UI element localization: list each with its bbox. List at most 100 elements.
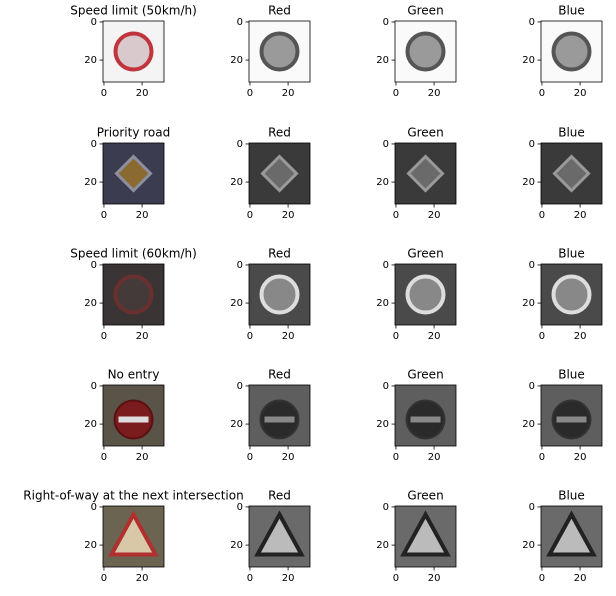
y-tick-label: 0 [383,260,389,271]
subplot-title: Blue [558,368,585,382]
subplot-title: Blue [558,247,585,261]
x-tick-label: 0 [393,210,399,221]
x-tick-label: 20 [574,452,587,463]
x-tick-label: 20 [574,210,587,221]
y-tick-label: 0 [237,260,243,271]
image-sign-bar [264,416,295,423]
axes-frame [102,142,165,205]
x-tick-label: 20 [136,331,149,342]
x-tick-label: 0 [247,88,253,99]
y-tick-label: 0 [237,17,243,28]
x-tick-label: 0 [393,88,399,99]
y-tick-label: 20 [230,298,243,309]
y-tick-label: 0 [383,381,389,392]
axes-frame [394,263,457,326]
y-tick-label: 20 [376,540,389,551]
subplot-title: Red [268,126,291,140]
subplot-title: Green [407,247,443,261]
subplot-title: Priority road [97,126,171,140]
x-tick-label: 0 [101,210,107,221]
y-tick-label: 20 [230,419,243,430]
y-tick-label: 20 [84,298,97,309]
y-tick-label: 0 [91,260,97,271]
image-sign [113,31,154,72]
x-tick-label: 20 [136,210,149,221]
x-tick-label: 20 [282,331,295,342]
axes-frame [540,263,603,326]
image-sign [551,31,592,72]
image-sign [259,31,300,72]
y-tick-label: 0 [383,139,389,150]
x-tick-label: 0 [101,573,107,584]
subplot-title: Red [268,4,291,18]
y-tick-label: 0 [529,381,535,392]
x-tick-label: 0 [539,88,545,99]
image-sign-bar [556,416,587,423]
subplot-title: No entry [108,368,160,382]
x-tick-label: 0 [393,331,399,342]
axes-frame [102,263,165,326]
image-sign [406,154,445,193]
x-tick-label: 0 [539,573,545,584]
x-tick-label: 20 [282,210,295,221]
subplot-title: Green [407,126,443,140]
axes-frame [540,142,603,205]
axes-frame [394,20,457,83]
x-tick-label: 20 [136,88,149,99]
y-tick-label: 20 [522,177,535,188]
subplot-title: Green [407,368,443,382]
y-tick-label: 0 [383,17,389,28]
subplot-title: Red [268,247,291,261]
subplot-title: Blue [558,4,585,18]
x-tick-label: 0 [101,88,107,99]
x-tick-label: 0 [247,573,253,584]
axes-frame [540,505,603,568]
x-tick-label: 20 [136,452,149,463]
y-tick-label: 20 [522,298,535,309]
subplot-title: Green [407,4,443,18]
axes-frame [102,505,165,568]
axes-frame [394,142,457,205]
x-tick-label: 20 [282,88,295,99]
y-tick-label: 20 [376,298,389,309]
x-tick-label: 0 [101,331,107,342]
x-tick-label: 20 [574,331,587,342]
subplot-title: Blue [558,489,585,503]
y-tick-label: 0 [91,381,97,392]
y-tick-label: 0 [529,502,535,513]
y-tick-label: 0 [529,139,535,150]
x-tick-label: 20 [574,88,587,99]
image-sign [113,274,154,315]
x-tick-label: 20 [136,573,149,584]
axes-frame [248,263,311,326]
axes-frame [248,505,311,568]
x-tick-label: 20 [428,331,441,342]
y-tick-label: 20 [376,55,389,66]
y-tick-label: 0 [237,139,243,150]
y-tick-label: 0 [91,139,97,150]
image-sign [405,274,446,315]
y-tick-label: 20 [84,55,97,66]
y-tick-label: 0 [91,502,97,513]
axes-frame [540,384,603,447]
image-sign [260,154,299,193]
image-sign [400,510,451,557]
x-tick-label: 0 [539,452,545,463]
x-tick-label: 0 [393,573,399,584]
y-tick-label: 0 [237,502,243,513]
image-sign [405,31,446,72]
y-tick-label: 20 [522,540,535,551]
image-sign-bar [410,416,441,423]
x-tick-label: 0 [247,452,253,463]
y-tick-label: 20 [84,419,97,430]
x-tick-label: 20 [428,88,441,99]
y-tick-label: 20 [376,419,389,430]
x-tick-label: 20 [282,573,295,584]
axes-frame [102,384,165,447]
x-tick-label: 0 [539,331,545,342]
image-sign-bar [118,416,149,423]
image-sign [108,510,159,557]
y-tick-label: 20 [376,177,389,188]
x-tick-label: 20 [282,452,295,463]
